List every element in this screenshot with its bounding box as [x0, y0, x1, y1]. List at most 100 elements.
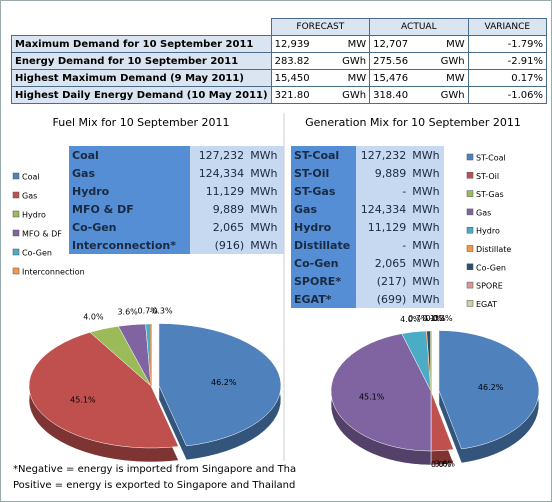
forecast-unit: GWh	[342, 55, 367, 67]
source-name: Hydro	[291, 218, 356, 236]
legend-label: ST-Coal	[476, 154, 506, 163]
data-label: 3.6%	[117, 307, 138, 316]
energy-unit: MWh	[409, 146, 444, 164]
source-name: ST-Coal	[291, 146, 356, 164]
source-name: Coal	[69, 146, 191, 164]
legend-label: MFO & DF	[22, 230, 62, 239]
forecast-value: 283.82	[274, 55, 310, 67]
summary-row: Highest Daily Energy Demand (10 May 2011…	[11, 86, 548, 104]
legend-label: ST-Gas	[476, 190, 504, 199]
forecast-unit: MW	[347, 72, 367, 84]
energy-value: 124,334	[190, 164, 248, 182]
mix-row: ST-Gas - MWh	[291, 182, 444, 200]
legend-swatch	[466, 208, 474, 216]
energy-unit: MWh	[409, 218, 444, 236]
pie-slice	[438, 330, 540, 450]
energy-unit: MWh	[247, 182, 284, 200]
chart-title: Fuel Mix for 10 September 2011	[53, 116, 230, 129]
energy-unit: MWh	[409, 200, 444, 218]
energy-unit: MWh	[409, 290, 444, 308]
actual-unit: GWh	[440, 55, 465, 67]
data-label: -0.3%	[429, 314, 453, 323]
actual-value: 318.40	[373, 89, 409, 101]
pie-slice	[158, 323, 282, 447]
energy-value: (916)	[190, 236, 248, 254]
energy-value: 2,065	[355, 254, 410, 272]
pie-slice	[330, 333, 432, 452]
energy-value: 127,232	[355, 146, 410, 164]
mix-row: Gas 124,334 MWh	[291, 200, 444, 218]
source-name: Interconnection*	[69, 236, 191, 254]
mix-row: SPORE* (217) MWh	[291, 272, 444, 290]
data-label: -0.1%	[419, 314, 443, 323]
energy-unit: MWh	[247, 200, 284, 218]
energy-value: (699)	[355, 290, 410, 308]
footnote: Positive = energy is exported to Singapo…	[13, 480, 296, 491]
legend-swatch	[12, 172, 20, 180]
legend-swatch	[466, 300, 474, 307]
summary-row: Highest Maximum Demand (9 May 2011) 15,45…	[11, 69, 548, 87]
variance-cell: -1.06%	[467, 86, 548, 104]
source-name: Gas	[291, 200, 356, 218]
chart-title: Generation Mix for 10 September 2011	[305, 116, 521, 129]
energy-unit: MWh	[247, 218, 284, 236]
legend-swatch	[466, 226, 474, 234]
source-name: MFO & DF	[69, 200, 191, 218]
mix-row: ST-Oil 9,889 MWh	[291, 164, 444, 182]
legend-label: Distillate	[476, 245, 511, 254]
legend-swatch	[466, 281, 474, 289]
data-label: 45.1%	[70, 396, 96, 405]
source-name: Co-Gen	[291, 254, 356, 272]
energy-value: 2,065	[190, 218, 248, 236]
actual-unit: MW	[446, 38, 465, 50]
mix-row: Interconnection* (916) MWh	[69, 236, 284, 254]
legend-swatch	[12, 248, 20, 256]
legend-label: Hydro	[22, 211, 46, 220]
summary-row: Energy Demand for 10 September 2011 283.8…	[11, 52, 548, 70]
mix-row: EGAT* (699) MWh	[291, 290, 444, 308]
actual-unit: MW	[446, 72, 465, 84]
mix-row: Gas 124,334 MWh	[69, 164, 284, 182]
data-label: 0.7%	[408, 314, 429, 323]
data-label: 0.0%	[431, 460, 452, 469]
pie-slice	[28, 332, 179, 449]
legend-swatch	[12, 191, 20, 199]
data-label: 0.7%	[138, 306, 159, 315]
data-label: -0.3%	[149, 306, 173, 315]
legend-swatch	[466, 190, 474, 197]
fuel-table: Coal 127,232 MWh Gas 124,334 MWh Hydro 11,129 MW…	[69, 146, 284, 254]
forecast-value: 321.80	[274, 89, 310, 101]
column-header: ACTUAL	[369, 18, 469, 36]
mix-row: Hydro 11,129 MWh	[291, 218, 444, 236]
actual-value: 12,707	[373, 38, 409, 50]
data-label: 3.6%	[435, 460, 456, 469]
forecast-value: 15,450	[274, 72, 310, 84]
legend-label: Interconnection	[22, 268, 85, 277]
energy-value: -	[355, 182, 410, 200]
energy-unit: MWh	[409, 164, 444, 182]
mix-row: Coal 127,232 MWh	[69, 146, 284, 164]
actual-unit: GWh	[440, 89, 465, 101]
legend-label: Gas	[476, 208, 491, 217]
source-name: Distillate	[291, 236, 356, 254]
legend-label: Gas	[22, 192, 37, 201]
data-label: 46.2%	[211, 378, 237, 387]
legend-label: ST-Oil	[476, 172, 499, 181]
legend-label: Co-Gen	[22, 249, 52, 258]
energy-unit: MWh	[247, 164, 284, 182]
data-label: 46.2%	[478, 383, 504, 392]
source-name: Hydro	[69, 182, 191, 200]
legend-label: SPORE	[476, 282, 503, 291]
mix-row: Co-Gen 2,065 MWh	[291, 254, 444, 272]
data-label: 45.1%	[359, 392, 385, 401]
actual-value: 15,476	[373, 72, 409, 84]
mix-row: Hydro 11,129 MWh	[69, 182, 284, 200]
source-name: ST-Oil	[291, 164, 356, 182]
legend-label: EGAT	[476, 300, 497, 309]
mix-row: MFO & DF 9,889 MWh	[69, 200, 284, 218]
energy-value: 127,232	[190, 146, 248, 164]
summary-table: FORECAST ACTUAL VARIANCE Maximum Demand for…	[11, 18, 548, 104]
actual-value: 275.56	[373, 55, 409, 67]
